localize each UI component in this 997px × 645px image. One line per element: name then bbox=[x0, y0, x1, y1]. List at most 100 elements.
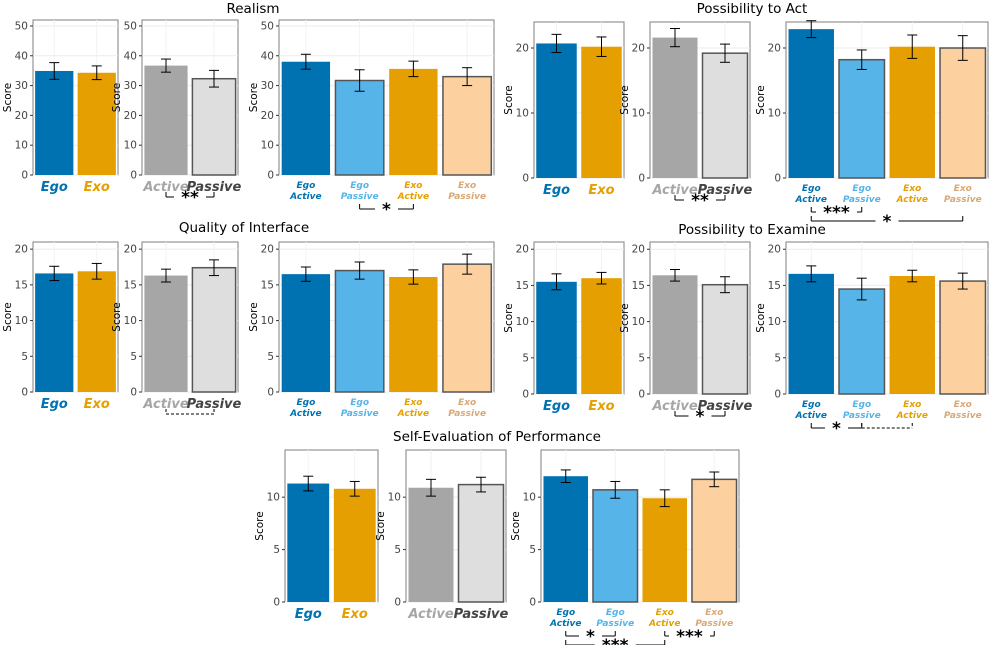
possibility-to-examine-panel-3-ytick-label: 15 bbox=[768, 280, 781, 292]
x-label-ego-passive: Ego Passive bbox=[843, 400, 881, 421]
possibility-to-examine-panel-3-ytick-label: 20 bbox=[768, 244, 781, 256]
possibility-to-act-panel-1-ytick-label: 10 bbox=[516, 108, 529, 120]
x-label-passive: Passive bbox=[454, 607, 509, 622]
realism-panel-1-ytick-label: 10 bbox=[15, 140, 28, 152]
bar-ego bbox=[287, 483, 330, 602]
realism-panel-1-ytick-label: 20 bbox=[15, 110, 28, 122]
bar-ego-passive bbox=[838, 288, 886, 395]
x-label-line: Ego bbox=[556, 608, 575, 618]
self-evaluation-of-performance-panel-1-ytick-label: 10 bbox=[267, 492, 280, 504]
significance-label: *** bbox=[602, 636, 629, 645]
bar-ego-active bbox=[281, 274, 331, 392]
possibility-to-examine-panel-2-ytick-label: 15 bbox=[632, 280, 645, 292]
quality-of-interface-panel-1-ytick-label: 15 bbox=[15, 279, 28, 291]
bar-passive bbox=[191, 77, 237, 176]
bar-ego-passive bbox=[592, 489, 639, 603]
bar-ego-active bbox=[788, 273, 834, 394]
x-label-passive: Passive bbox=[698, 399, 753, 414]
bar-active bbox=[144, 275, 188, 392]
possibility-to-act-panel-3-ytick-label: 0 bbox=[774, 173, 781, 185]
quality-of-interface-panel-3-y-axis-label: Score bbox=[248, 302, 260, 331]
bar-exo-active bbox=[389, 68, 438, 175]
bar-ego-passive bbox=[334, 269, 385, 393]
bar-exo bbox=[77, 271, 116, 392]
bar-exo bbox=[333, 488, 376, 602]
x-label-line: Active bbox=[795, 195, 827, 205]
x-label-line: Ego bbox=[350, 181, 369, 191]
x-label-line: Passive bbox=[596, 619, 634, 629]
x-label-ego-passive: Ego Passive bbox=[341, 181, 379, 202]
realism-panel-2-ytick-label: 50 bbox=[124, 20, 137, 32]
quality-of-interface-panel-2-ytick-label: 10 bbox=[124, 315, 137, 327]
x-label-line: Active bbox=[896, 411, 928, 421]
x-label-ego-passive: Ego Passive bbox=[596, 608, 634, 629]
x-label-ego: Ego bbox=[41, 180, 68, 195]
bar-passive bbox=[701, 52, 749, 179]
x-label-line: Active bbox=[289, 409, 321, 419]
significance-label: *** bbox=[676, 627, 703, 645]
possibility-to-act-panel-3-y-axis-label: Score bbox=[755, 85, 767, 114]
realism-panel-2-ytick-label: 0 bbox=[130, 170, 137, 182]
x-label-exo-passive: Exo Passive bbox=[944, 400, 982, 421]
realism-panel-1: 0 10 20 30 40 50 Score Ego Exo bbox=[2, 19, 119, 195]
x-label-line: Exo bbox=[954, 184, 972, 194]
possibility-to-examine-panel-3-ytick-label: 0 bbox=[774, 389, 781, 401]
x-label-active: Active bbox=[651, 183, 698, 198]
x-label-exo-passive: Exo Passive bbox=[448, 398, 486, 419]
x-label-line: Exo bbox=[458, 181, 476, 191]
realism-panel-2-y-axis-label: Score bbox=[111, 83, 123, 112]
x-label-ego-passive: Ego Passive bbox=[341, 398, 379, 419]
quality-of-interface-panel-2-ytick-label: 15 bbox=[124, 279, 137, 291]
x-label-line: Exo bbox=[458, 398, 476, 408]
group-title-possibility-to-act: Possibility to Act bbox=[697, 1, 808, 17]
realism-panel-2-ytick-label: 30 bbox=[124, 80, 137, 92]
x-label-line: Ego bbox=[606, 608, 625, 618]
realism-panel-3-ytick-label: 50 bbox=[261, 20, 274, 32]
x-label-passive: Passive bbox=[187, 397, 242, 412]
quality-of-interface-panel-1: 0 5 10 15 20 Score Ego Exo bbox=[2, 241, 119, 412]
bar-ego bbox=[536, 43, 577, 179]
realism-panel-3-ytick-label: 30 bbox=[261, 80, 274, 92]
realism-panel-1-ytick-label: 30 bbox=[15, 80, 28, 92]
quality-of-interface-panel-1-y-axis-label: Score bbox=[2, 302, 14, 331]
quality-of-interface-panel-2-ytick-label: 0 bbox=[130, 387, 137, 399]
x-label-line: Active bbox=[289, 192, 321, 202]
possibility-to-examine-panel-1-ytick-label: 20 bbox=[516, 244, 529, 256]
bar-ego bbox=[536, 281, 577, 394]
x-label-line: Passive bbox=[448, 409, 486, 419]
bar-ego-active bbox=[543, 476, 589, 602]
bar-exo-passive bbox=[939, 47, 987, 179]
bar-exo-active bbox=[642, 498, 688, 602]
bar-ego-passive bbox=[334, 79, 385, 176]
significance-label: ** bbox=[181, 188, 199, 208]
x-label-active: Active bbox=[142, 180, 189, 195]
x-label-ego-active: Ego Active bbox=[795, 184, 827, 205]
x-label-line: Ego bbox=[802, 400, 821, 410]
quality-of-interface-panel-1-ytick-label: 10 bbox=[15, 315, 28, 327]
significance-label: * bbox=[696, 407, 705, 427]
bar-exo-active bbox=[889, 276, 935, 394]
x-label-line: Passive bbox=[341, 192, 379, 202]
x-label-exo-active: Exo Active bbox=[648, 608, 680, 629]
x-label-line: Passive bbox=[843, 195, 881, 205]
group-title-realism: Realism bbox=[226, 1, 279, 17]
possibility-to-examine-panel-2-y-axis-label: Score bbox=[619, 303, 631, 332]
x-label-exo: Exo bbox=[588, 183, 614, 198]
self-evaluation-of-performance-panel-2-ytick-label: 10 bbox=[388, 492, 401, 504]
x-label-active: Active bbox=[651, 399, 698, 414]
realism-panel-3-y-axis-label: Score bbox=[248, 83, 260, 112]
self-evaluation-of-performance-panel-2-ytick-label: 5 bbox=[394, 544, 401, 556]
bar-active bbox=[144, 65, 188, 175]
self-evaluation-of-performance-panel-3-y-axis-label: Score bbox=[510, 511, 522, 540]
possibility-to-act-panel-2-ytick-label: 10 bbox=[632, 108, 645, 120]
quality-of-interface-panel-2-ytick-label: 5 bbox=[130, 351, 137, 363]
possibility-to-examine-panel-2: 0 5 10 15 20 Score Active Passive* bbox=[619, 241, 753, 427]
quality-of-interface-panel-1-ytick-label: 20 bbox=[15, 244, 28, 256]
x-label-line: Passive bbox=[944, 411, 982, 421]
x-label-ego-passive: Ego Passive bbox=[843, 184, 881, 205]
bar-active bbox=[408, 487, 454, 602]
possibility-to-examine-panel-2-ytick-label: 5 bbox=[638, 352, 645, 364]
x-label-exo: Exo bbox=[588, 399, 614, 414]
